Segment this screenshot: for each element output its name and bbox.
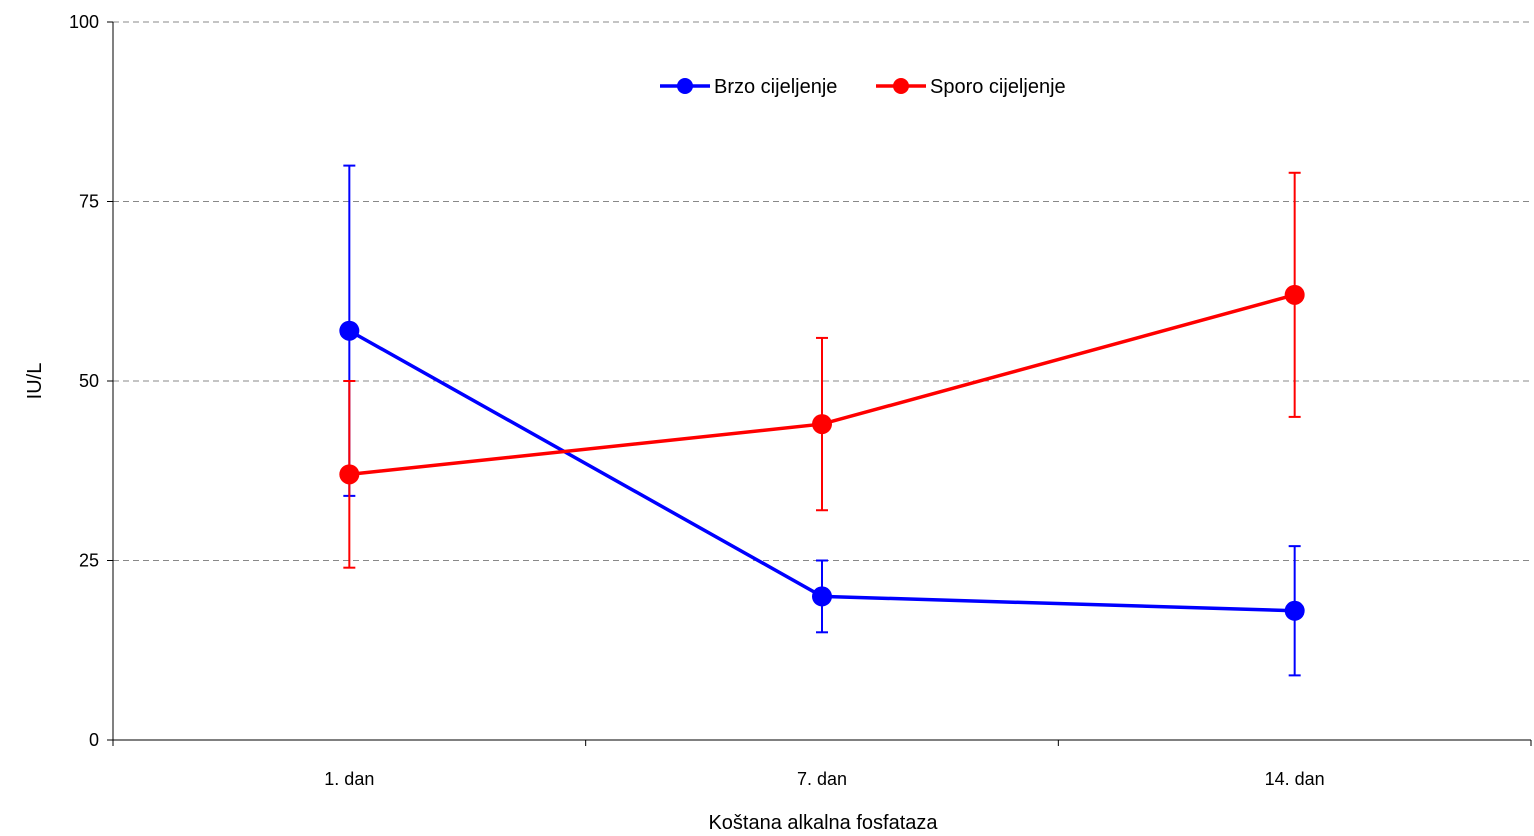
x-tick-label: 7. dan xyxy=(797,769,847,789)
legend-item-1: Brzo cijeljenje xyxy=(660,76,837,98)
data-point xyxy=(812,586,832,607)
data-point xyxy=(1284,600,1305,621)
legend-swatch-marker xyxy=(677,78,693,94)
y-tick-label: 0 xyxy=(89,730,99,750)
data-point xyxy=(339,320,360,341)
series-2 xyxy=(339,171,1305,569)
x-ticks: 1. dan 7. dan 14. dan xyxy=(112,740,1532,789)
data-point xyxy=(1284,284,1305,305)
x-tick-label: 1. dan xyxy=(324,769,374,789)
y-ticks: 0 25 50 75 100 xyxy=(69,12,113,750)
x-tick-label: 14. dan xyxy=(1265,769,1325,789)
data-point xyxy=(812,414,832,435)
legend-label: Brzo cijeljenje xyxy=(714,76,837,98)
y-tick-label: 100 xyxy=(69,12,99,32)
y-tick-label: 75 xyxy=(79,192,99,212)
legend-label: Sporo cijeljenje xyxy=(930,76,1066,98)
y-tick-label: 50 xyxy=(79,371,99,391)
y-tick-label: 25 xyxy=(79,551,99,571)
data-point xyxy=(339,464,360,485)
y-axis-title: IU/L xyxy=(24,363,46,400)
legend-item-2: Sporo cijeljenje xyxy=(876,76,1066,98)
legend-swatch-marker xyxy=(893,78,909,94)
x-axis-title: Koštana alkalna fosfataza xyxy=(708,812,938,834)
series-layer xyxy=(339,164,1305,677)
legend: Brzo cijeljenje Sporo cijeljenje xyxy=(660,76,1066,98)
